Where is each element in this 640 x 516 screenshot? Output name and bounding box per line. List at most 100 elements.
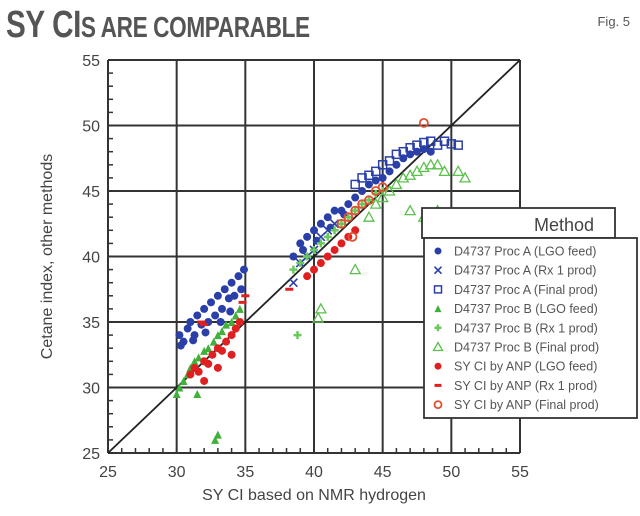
y-tick-label: 30 xyxy=(82,381,100,398)
marker-triangle xyxy=(213,331,222,340)
marker-dot xyxy=(303,232,312,241)
marker-triangle xyxy=(222,320,231,329)
marker-triangle xyxy=(434,305,442,313)
marker-dash xyxy=(200,323,209,327)
marker-dot xyxy=(392,160,401,169)
legend-box xyxy=(423,237,638,419)
marker-dash xyxy=(285,287,294,291)
marker-x xyxy=(316,232,326,242)
marker-dot xyxy=(231,324,240,333)
marker-x xyxy=(288,278,298,288)
marker-dot xyxy=(344,200,353,209)
marker-dot xyxy=(226,307,235,316)
chart-title: SY CIS ARE COMPARABLE xyxy=(6,4,310,46)
marker-circle-open xyxy=(377,182,388,192)
marker-dot xyxy=(426,147,435,156)
marker-triangle-open xyxy=(390,178,403,190)
marker-dot xyxy=(217,304,226,313)
y-tick-label: 50 xyxy=(82,119,100,136)
marker-dot xyxy=(217,346,226,355)
marker-dot xyxy=(175,331,184,340)
marker-dot xyxy=(434,247,442,255)
marker-triangle xyxy=(217,327,226,336)
marker-triangle-open xyxy=(431,158,444,170)
marker-dot xyxy=(299,245,308,254)
marker-triangle xyxy=(172,390,181,399)
marker-plus xyxy=(351,206,360,215)
marker-plus xyxy=(296,259,305,268)
marker-dot xyxy=(378,173,387,182)
marker-triangle xyxy=(175,383,184,392)
marker-dot xyxy=(323,252,332,261)
legend-title-box xyxy=(421,207,616,239)
marker-dot xyxy=(213,291,222,300)
x-tick-label: 25 xyxy=(99,464,117,481)
marker-dot xyxy=(186,318,195,326)
marker-triangle xyxy=(211,435,220,444)
marker-square xyxy=(433,285,443,294)
y-axis-label: Cetane index, other methods xyxy=(39,154,56,359)
marker-circle-open xyxy=(350,205,361,216)
marker-triangle-open xyxy=(376,191,389,203)
marker-dot xyxy=(358,187,367,195)
marker-dot xyxy=(239,265,248,274)
marker-dot xyxy=(330,245,339,254)
marker-plus xyxy=(358,200,367,209)
marker-triangle-open xyxy=(452,165,465,176)
marker-triangle-open xyxy=(458,171,472,183)
marker-dot xyxy=(323,213,332,222)
marker-dot xyxy=(213,363,222,372)
marker-dot xyxy=(227,278,236,287)
marker-dot xyxy=(208,350,217,359)
marker-dot xyxy=(330,206,339,215)
marker-triangle xyxy=(204,344,213,353)
marker-triangle xyxy=(190,357,199,366)
marker-plus xyxy=(344,213,353,222)
y-tick-label: 40 xyxy=(82,250,100,267)
marker-plus xyxy=(337,219,346,228)
marker-circle-open xyxy=(347,231,358,242)
marker-plus xyxy=(303,252,312,261)
marker-square xyxy=(412,140,422,150)
marker-dot xyxy=(194,367,203,376)
marker-circle-open xyxy=(433,400,443,410)
marker-dot xyxy=(237,285,246,294)
marker-dot xyxy=(207,298,215,307)
marker-x xyxy=(330,219,340,229)
marker-dot xyxy=(385,167,394,176)
x-tick-label: 45 xyxy=(374,464,392,481)
legend-entry: SY CI by ANP (LGO feed) xyxy=(454,360,597,374)
marker-plus xyxy=(434,324,442,332)
marker-plus xyxy=(289,265,298,274)
marker-dot xyxy=(337,239,346,248)
figure-label: Fig. 5 xyxy=(597,14,630,29)
legend-entry: D4737 Proc B (Rx 1 prod) xyxy=(454,321,598,335)
marker-triangle-open xyxy=(349,263,362,275)
y-tick-label: 45 xyxy=(82,184,100,201)
x-tick-label: 50 xyxy=(442,464,460,481)
marker-plus xyxy=(364,196,373,205)
marker-dash xyxy=(238,300,247,304)
marker-dot xyxy=(176,341,185,350)
y-tick-label: 55 xyxy=(82,53,100,70)
x-tick-label: 55 xyxy=(511,464,529,481)
marker-dot xyxy=(289,252,298,261)
marker-dot xyxy=(183,324,192,333)
marker-dash xyxy=(241,294,250,298)
reference-line xyxy=(107,59,521,454)
marker-circle-open xyxy=(343,212,354,223)
marker-x xyxy=(433,266,443,275)
marker-triangle-open xyxy=(369,197,382,209)
marker-square xyxy=(391,149,402,160)
x-tick-label: 35 xyxy=(236,464,254,481)
marker-triangle xyxy=(227,318,236,326)
marker-dot xyxy=(227,350,236,359)
marker-dot xyxy=(296,239,305,248)
marker-dot xyxy=(371,176,380,185)
legend-entry: D4737 Proc A (LGO feed) xyxy=(454,245,596,259)
marker-dot xyxy=(230,291,239,300)
marker-triangle-open xyxy=(404,204,417,216)
marker-circle-open xyxy=(418,117,429,128)
y-tick-label: 25 xyxy=(82,446,100,463)
